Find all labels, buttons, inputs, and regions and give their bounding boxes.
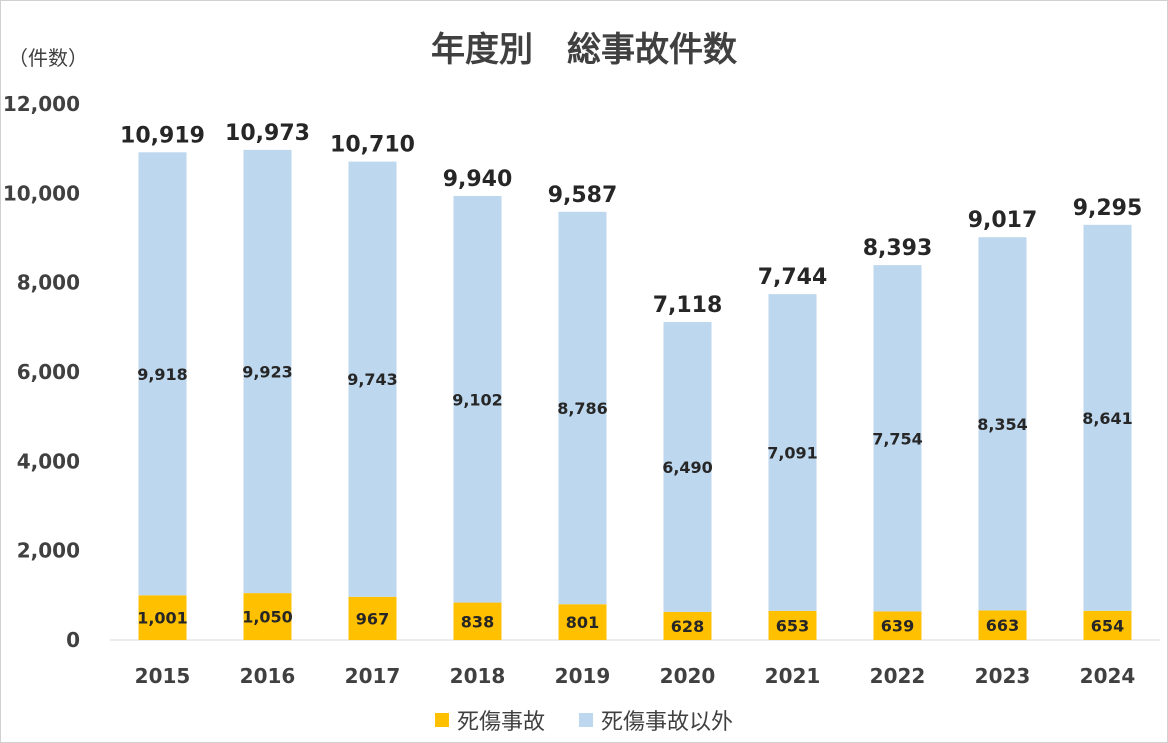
x-tick-label: 2020 xyxy=(660,664,716,688)
x-tick-label: 2021 xyxy=(765,664,821,688)
x-tick-label: 2022 xyxy=(870,664,926,688)
total-label: 8,393 xyxy=(863,236,933,261)
bar-fatal xyxy=(663,611,712,640)
bar-nonfatal xyxy=(663,322,712,612)
chart-title: 年度別 総事故件数 xyxy=(431,30,737,70)
bar-nonfatal xyxy=(1083,224,1132,611)
x-tick-label: 2015 xyxy=(135,664,191,688)
data-label-fatal: 1,050 xyxy=(242,608,293,627)
y-tick-label: 2,000 xyxy=(17,539,80,563)
x-tick-label: 2019 xyxy=(555,664,611,688)
total-label: 9,940 xyxy=(443,167,513,192)
data-label-fatal: 838 xyxy=(461,612,494,631)
bar-fatal xyxy=(978,610,1027,640)
total-label: 10,919 xyxy=(120,123,205,148)
bar-nonfatal xyxy=(978,237,1027,611)
y-tick-label: 6,000 xyxy=(17,360,80,384)
x-tick-label: 2017 xyxy=(345,664,401,688)
total-label: 9,587 xyxy=(548,183,618,208)
data-label-nonfatal: 8,786 xyxy=(557,399,608,418)
bar-fatal xyxy=(558,604,607,640)
bar-nonfatal xyxy=(558,211,607,605)
bar-nonfatal xyxy=(348,161,397,597)
data-label-nonfatal: 9,918 xyxy=(137,365,188,384)
legend-item-fatal: 死傷事故 xyxy=(434,704,545,736)
data-label-nonfatal: 9,923 xyxy=(242,362,293,381)
x-tick-label: 2024 xyxy=(1080,664,1136,688)
y-tick-label: 10,000 xyxy=(3,181,80,205)
data-label-nonfatal: 7,754 xyxy=(872,429,923,448)
y-axis-unit-label: （件数） xyxy=(8,46,88,70)
total-label: 7,118 xyxy=(653,293,723,318)
data-label-nonfatal: 8,354 xyxy=(977,415,1028,434)
legend-item-nonfatal: 死傷事故以外 xyxy=(579,704,733,736)
data-label-nonfatal: 8,641 xyxy=(1082,409,1133,428)
data-label-fatal: 653 xyxy=(776,616,809,635)
bar-fatal xyxy=(768,610,817,640)
legend: 死傷事故 死傷事故以外 xyxy=(0,704,1168,736)
data-label-nonfatal: 9,102 xyxy=(452,390,503,409)
data-label-fatal: 639 xyxy=(881,617,914,636)
bar-fatal xyxy=(348,596,397,640)
y-tick-label: 8,000 xyxy=(17,271,80,295)
bar-nonfatal xyxy=(243,149,292,594)
total-label: 10,973 xyxy=(225,121,310,146)
bar-fatal xyxy=(453,602,502,640)
legend-swatch-fatal xyxy=(434,713,449,727)
legend-label-nonfatal: 死傷事故以外 xyxy=(601,710,734,735)
data-label-fatal: 628 xyxy=(671,617,704,636)
data-label-fatal: 967 xyxy=(356,609,389,628)
bar-fatal xyxy=(1083,610,1132,640)
data-label-nonfatal: 7,091 xyxy=(767,443,818,462)
bar-nonfatal xyxy=(453,196,502,603)
bar-nonfatal xyxy=(768,294,817,611)
bar-nonfatal xyxy=(138,152,187,596)
total-label: 7,744 xyxy=(758,265,828,290)
data-label-fatal: 801 xyxy=(566,613,599,632)
y-tick-label: 12,000 xyxy=(3,92,80,116)
total-label: 9,017 xyxy=(968,208,1038,233)
x-tick-label: 2023 xyxy=(975,664,1031,688)
data-label-fatal: 1,001 xyxy=(137,609,188,628)
data-label-fatal: 654 xyxy=(1091,616,1124,635)
y-tick-label: 4,000 xyxy=(17,449,80,473)
total-label: 10,710 xyxy=(330,133,415,158)
bar-fatal xyxy=(138,595,187,640)
x-tick-label: 2016 xyxy=(240,664,296,688)
y-tick-label: 0 xyxy=(66,628,80,652)
legend-label-fatal: 死傷事故 xyxy=(456,710,545,735)
data-label-nonfatal: 6,490 xyxy=(662,458,713,477)
bar-fatal xyxy=(243,593,292,640)
x-tick-label: 2018 xyxy=(450,664,506,688)
bar-nonfatal xyxy=(873,265,922,612)
data-label-nonfatal: 9,743 xyxy=(347,370,398,389)
total-label: 9,295 xyxy=(1073,196,1143,221)
data-label-fatal: 663 xyxy=(986,616,1019,635)
bar-fatal xyxy=(873,611,922,640)
legend-swatch-nonfatal xyxy=(579,713,593,727)
